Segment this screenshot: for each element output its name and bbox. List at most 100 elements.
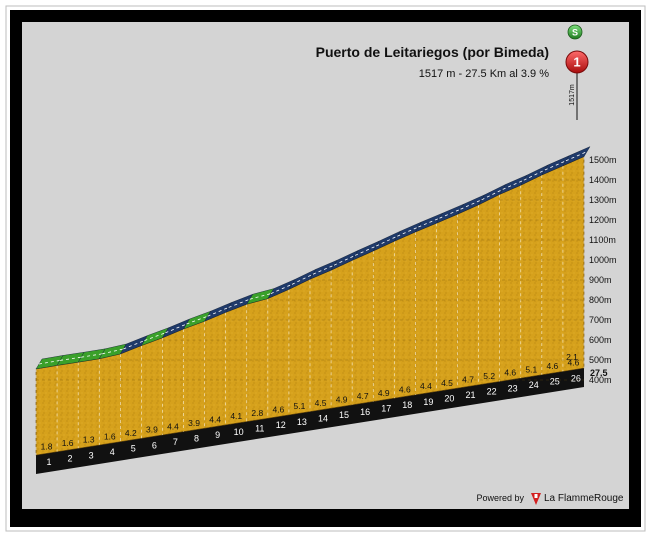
gradient-label: 2.1	[566, 352, 578, 362]
elevation-tick-label: 500m	[589, 355, 612, 365]
category-badge-label: 1	[573, 55, 580, 70]
elevation-tick-label: 1200m	[589, 215, 617, 225]
km-label: 5	[131, 444, 136, 454]
gradient-label: 4.2	[125, 428, 137, 438]
road-centerline	[102, 348, 124, 355]
gradient-label: 4.1	[230, 411, 242, 421]
powered-by-text: Powered by	[476, 493, 524, 503]
elevation-tick-label: 1100m	[589, 235, 616, 245]
km-label: 10	[234, 427, 244, 437]
gradient-label: 4.6	[399, 384, 411, 394]
km-label: 1	[46, 457, 51, 467]
gradient-label: 4.4	[209, 415, 221, 425]
gradient-label: 4.5	[441, 378, 453, 388]
road-centerline	[312, 264, 335, 275]
elevation-tick-label: 1300m	[589, 195, 617, 205]
road-centerline	[249, 293, 271, 300]
road-centerline	[186, 315, 208, 325]
elevation-tick-label: 600m	[589, 335, 612, 345]
road-centerline	[354, 245, 377, 256]
elevation-axis: 400m 500m 600m 700m 800m 900m 1000m 1100m 1200m 1…	[589, 155, 617, 385]
road-centerline	[418, 217, 440, 228]
road-segment	[562, 146, 591, 167]
road-centerline	[291, 273, 314, 285]
elevation-tick-label: 400m	[589, 375, 612, 385]
km-label: 12	[276, 420, 286, 430]
km-label: 25	[550, 377, 560, 387]
outer-border	[5, 5, 646, 532]
road-centerline	[481, 189, 503, 201]
km-label: 13	[297, 417, 307, 427]
road-centerline	[460, 199, 482, 210]
road-centerline	[376, 235, 398, 247]
road-centerline	[228, 298, 250, 308]
mountain-pass-icon: S	[567, 24, 583, 40]
road-centerline	[333, 255, 356, 266]
gradient-label: 5.1	[294, 401, 306, 411]
gradient-label: 1.6	[62, 438, 74, 448]
chart-subtitle: 1517 m - 27.5 Km al 3.9 %	[419, 68, 549, 80]
gradient-label: 5.2	[483, 371, 495, 381]
gradient-label: 4.6	[272, 405, 284, 415]
km-label: 22	[487, 387, 497, 397]
gradient-label: 4.5	[315, 398, 327, 408]
gradient-label: 3.9	[188, 418, 200, 428]
road-centerline	[439, 208, 461, 219]
gradient-label: 1.6	[104, 431, 116, 441]
gradient-label: 4.6	[504, 368, 516, 378]
km-label: 23	[508, 383, 518, 393]
km-label: 11	[255, 424, 264, 434]
elevation-tick-label: 1400m	[589, 175, 617, 185]
gradient-label: 2.8	[251, 408, 263, 418]
km-label-band	[36, 368, 584, 474]
grid-layer	[35, 156, 585, 455]
gradient-label: 4.6	[546, 361, 558, 371]
summit-elevation-label: 1517m	[569, 84, 576, 106]
road-centerline	[397, 226, 419, 237]
gradient-label: 4.7	[357, 391, 369, 401]
road-layer	[35, 146, 591, 370]
road-centerline	[544, 160, 567, 171]
chart-title: Puerto de Leitariegos (por Bimeda)	[316, 44, 549, 60]
flamme-rouge-logo-icon	[531, 493, 541, 505]
road-centerline	[165, 323, 187, 334]
km-label: 9	[215, 430, 220, 440]
mountain-icon-label: S	[572, 28, 578, 38]
km-label: 2	[68, 454, 73, 464]
km-label: 24	[529, 380, 539, 390]
gradient-label: 5.1	[525, 364, 537, 374]
elevation-tick-label: 700m	[589, 315, 612, 325]
gradient-label: 4.7	[462, 374, 474, 384]
road-centerline	[523, 169, 546, 181]
road-centerline	[270, 284, 293, 294]
gradient-label: 4.9	[378, 388, 390, 398]
gradient-label: 4.9	[336, 394, 348, 404]
km-label: 17	[381, 403, 391, 413]
km-label: 26	[571, 373, 581, 383]
gradient-label: 4.4	[167, 421, 179, 431]
road-centerline	[144, 332, 166, 341]
km-label: 15	[339, 410, 349, 420]
road-centerline	[502, 179, 524, 190]
km-label: 7	[173, 437, 178, 447]
category-badge: 1	[565, 50, 589, 74]
gradient-label: 4.6	[568, 358, 580, 368]
road-centerline	[565, 151, 588, 162]
brand-text[interactable]: La FlammeRouge	[544, 493, 624, 504]
elevation-tick-label: 900m	[589, 275, 612, 285]
km-label: 14	[318, 413, 328, 423]
km-label: 8	[194, 434, 199, 444]
elevation-tick-label: 1500m	[589, 155, 617, 165]
gradient-label: 3.9	[146, 425, 158, 435]
labels-layer: 1.8 1.6 1.3 1.6 4.2 3.9 4.4 3.9 4.4 4.1 2.8 4.6 5.1 4…	[41, 352, 608, 467]
km-label: 18	[402, 400, 412, 410]
road-centerline	[123, 340, 145, 350]
km-label: 4	[110, 447, 115, 457]
road-centerline	[207, 307, 229, 317]
elevation-tick-label: 800m	[589, 295, 612, 305]
gradient-label: 1.8	[41, 441, 53, 451]
elevation-tick-label: 1000m	[589, 255, 617, 265]
km-label: 6	[152, 440, 157, 450]
